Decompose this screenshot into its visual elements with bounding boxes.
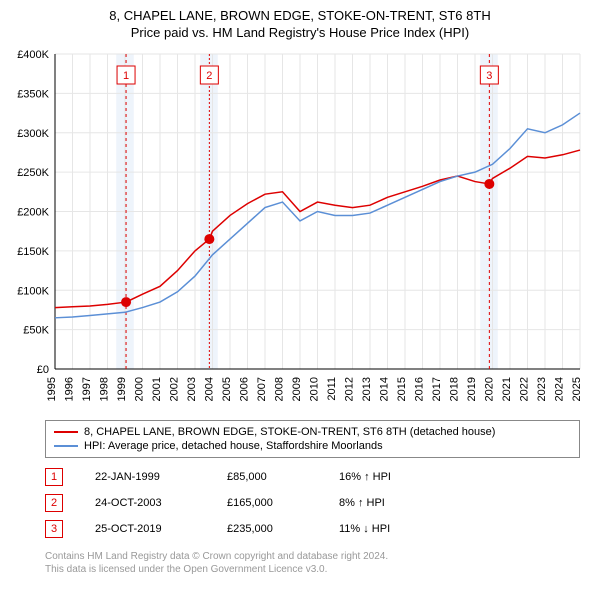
x-tick-label: 2008	[274, 377, 286, 401]
x-tick-label: 2010	[309, 377, 321, 401]
x-tick-label: 2025	[571, 377, 583, 401]
x-tick-label: 2006	[239, 377, 251, 401]
x-tick-label: 1997	[81, 377, 93, 401]
sale-price: £235,000	[227, 523, 307, 535]
sale-marker-number: 2	[206, 70, 212, 82]
x-tick-label: 1995	[46, 377, 58, 401]
legend-label: HPI: Average price, detached house, Staf…	[84, 440, 383, 452]
sale-delta: 16% ↑ HPI	[339, 471, 391, 483]
attribution-line2: This data is licensed under the Open Gov…	[45, 563, 580, 576]
x-tick-label: 2004	[204, 377, 216, 401]
sales-table: 1 22-JAN-1999 £85,000 16% ↑ HPI 2 24-OCT-2003…	[45, 464, 580, 542]
x-tick-label: 2018	[449, 377, 461, 401]
x-tick-label: 2021	[501, 377, 513, 401]
x-tick-label: 2015	[396, 377, 408, 401]
y-tick-label: £250K	[17, 167, 49, 179]
legend-label: 8, CHAPEL LANE, BROWN EDGE, STOKE-ON-TRE…	[84, 426, 495, 438]
attribution: Contains HM Land Registry data © Crown c…	[45, 550, 580, 576]
sale-point	[121, 297, 131, 307]
y-tick-label: £50K	[23, 325, 49, 337]
legend-box: 8, CHAPEL LANE, BROWN EDGE, STOKE-ON-TRE…	[45, 420, 580, 458]
y-tick-label: £150K	[17, 246, 49, 258]
title-block: 8, CHAPEL LANE, BROWN EDGE, STOKE-ON-TRE…	[0, 0, 600, 44]
sale-point	[204, 234, 214, 244]
x-tick-label: 2020	[484, 377, 496, 401]
sale-row: 1 22-JAN-1999 £85,000 16% ↑ HPI	[45, 464, 580, 490]
y-tick-label: £200K	[17, 207, 49, 219]
legend-swatch	[54, 431, 78, 433]
x-tick-label: 2001	[151, 377, 163, 401]
chart-svg: £0 £50K £100K £150K £200K £250K £300K £350K £400…	[0, 44, 600, 414]
title-line1: 8, CHAPEL LANE, BROWN EDGE, STOKE-ON-TRE…	[0, 8, 600, 23]
sale-delta: 8% ↑ HPI	[339, 497, 385, 509]
sale-marker-number: 1	[123, 70, 129, 82]
sale-price: £165,000	[227, 497, 307, 509]
sale-date: 24-OCT-2003	[95, 497, 195, 509]
y-tick-label: £350K	[17, 88, 49, 100]
x-tick-label: 2009	[291, 377, 303, 401]
x-tick-label: 2024	[554, 377, 566, 401]
x-tick-label: 2003	[186, 377, 198, 401]
sale-point	[484, 179, 494, 189]
attribution-line1: Contains HM Land Registry data © Crown c…	[45, 550, 580, 563]
y-tick-label: £300K	[17, 128, 49, 140]
sale-badge: 1	[45, 468, 63, 486]
x-tick-label: 2012	[344, 377, 356, 401]
sale-date: 25-OCT-2019	[95, 523, 195, 535]
x-tick-label: 2013	[361, 377, 373, 401]
sale-price: £85,000	[227, 471, 307, 483]
x-tick-label: 2022	[519, 377, 531, 401]
y-tick-label: £100K	[17, 285, 49, 297]
sale-delta: 11% ↓ HPI	[339, 523, 390, 535]
x-tick-label: 2000	[134, 377, 146, 401]
x-tick-label: 1996	[64, 377, 76, 401]
chart-container: 8, CHAPEL LANE, BROWN EDGE, STOKE-ON-TRE…	[0, 0, 600, 590]
legend-row: 8, CHAPEL LANE, BROWN EDGE, STOKE-ON-TRE…	[54, 425, 571, 439]
x-tick-label: 2002	[169, 377, 181, 401]
title-line2: Price paid vs. HM Land Registry's House …	[0, 25, 600, 40]
chart-area: £0 £50K £100K £150K £200K £250K £300K £350K £400…	[0, 44, 600, 414]
sale-row: 2 24-OCT-2003 £165,000 8% ↑ HPI	[45, 490, 580, 516]
sale-date: 22-JAN-1999	[95, 471, 195, 483]
y-tick-label: £0	[37, 364, 49, 376]
sale-row: 3 25-OCT-2019 £235,000 11% ↓ HPI	[45, 516, 580, 542]
x-tick-label: 2014	[379, 377, 391, 401]
x-tick-label: 2019	[466, 377, 478, 401]
x-tick-label: 2017	[431, 377, 443, 401]
sale-badge: 3	[45, 520, 63, 538]
y-tick-label: £400K	[17, 49, 49, 61]
legend-swatch	[54, 445, 78, 447]
x-tick-label: 2016	[414, 377, 426, 401]
x-tick-label: 2011	[326, 377, 338, 401]
legend-row: HPI: Average price, detached house, Staf…	[54, 439, 571, 453]
sale-marker-number: 3	[486, 70, 492, 82]
x-tick-label: 2005	[221, 377, 233, 401]
x-tick-label: 1998	[99, 377, 111, 401]
sale-badge: 2	[45, 494, 63, 512]
x-tick-label: 2007	[256, 377, 268, 401]
x-tick-label: 2023	[536, 377, 548, 401]
x-tick-label: 1999	[116, 377, 128, 401]
